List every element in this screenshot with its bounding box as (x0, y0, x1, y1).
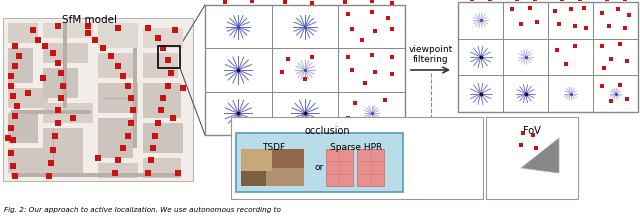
Bar (241, 149, 304, 186)
Bar (43, 68, 78, 98)
Bar (11, 173, 181, 177)
Bar (98, 118, 133, 158)
Bar (143, 28, 183, 48)
Text: viewpoint
filtering: viewpoint filtering (408, 45, 452, 64)
Bar (458, 2, 638, 112)
Bar (98, 163, 138, 178)
Text: Sparse HPR: Sparse HPR (330, 143, 382, 152)
Text: occlusion: occlusion (304, 126, 350, 136)
Text: or: or (315, 163, 324, 172)
Bar (241, 149, 273, 171)
Bar (8, 23, 38, 43)
Text: FoV: FoV (523, 126, 541, 136)
Bar (43, 103, 93, 123)
FancyBboxPatch shape (231, 117, 483, 199)
Bar (326, 149, 353, 186)
Bar (43, 23, 93, 38)
Text: Fig. 2: Our approach to active localization. We use autonomous recording to: Fig. 2: Our approach to active localizat… (4, 207, 281, 213)
Bar (8, 148, 48, 173)
Bar (98, 53, 133, 78)
Text: TSDF: TSDF (262, 143, 285, 152)
Bar (241, 171, 266, 186)
Bar (143, 83, 181, 118)
Bar (98, 23, 138, 48)
Bar (266, 168, 304, 186)
FancyBboxPatch shape (236, 133, 403, 192)
Bar (358, 149, 384, 186)
Bar (3, 18, 193, 181)
Bar (133, 48, 137, 148)
Bar (11, 110, 91, 114)
Polygon shape (521, 138, 559, 173)
Bar (8, 48, 33, 83)
Bar (43, 43, 88, 63)
Bar (273, 149, 304, 168)
Bar (98, 83, 138, 113)
FancyBboxPatch shape (486, 117, 578, 199)
Text: SfM model: SfM model (63, 15, 118, 25)
Bar (143, 123, 183, 153)
Bar (158, 46, 180, 68)
Bar (63, 23, 67, 108)
Bar (8, 88, 48, 108)
Bar (143, 53, 178, 78)
Bar (43, 128, 83, 173)
Bar (8, 113, 38, 143)
Bar (205, 5, 405, 135)
Bar (143, 158, 181, 178)
